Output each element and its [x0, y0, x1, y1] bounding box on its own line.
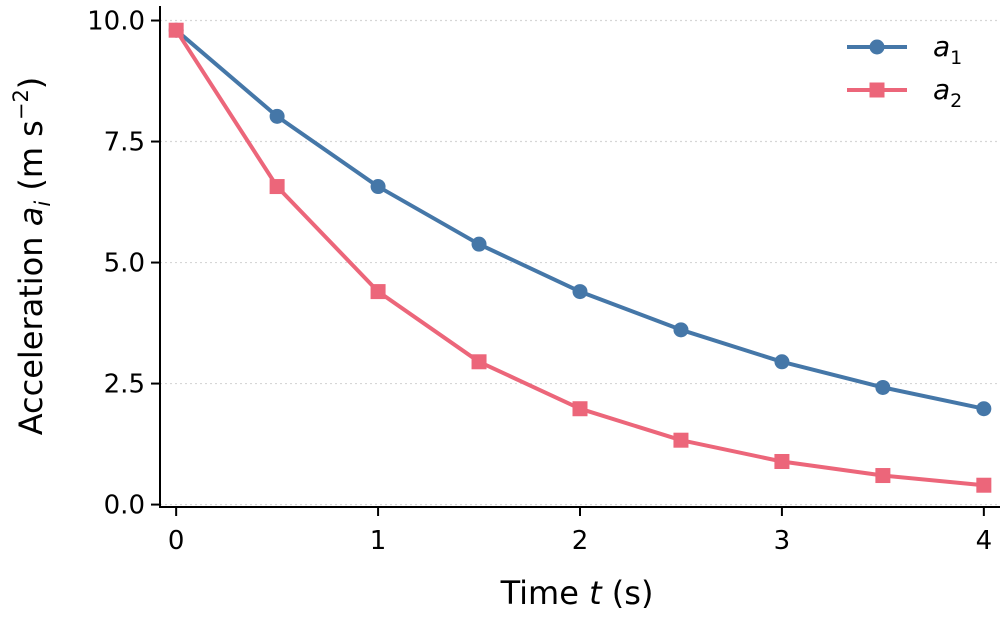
data-point	[572, 284, 588, 300]
data-point	[976, 401, 992, 417]
data-point	[976, 477, 992, 493]
series-line	[174, 29, 984, 488]
y-tick-label: 0.0	[104, 491, 145, 521]
legend-label: a1	[933, 30, 962, 69]
data-point	[471, 236, 487, 252]
data-point	[269, 108, 285, 124]
y-axis-label: Acceleration ai (m s−2)	[9, 77, 55, 436]
legend-marker	[869, 82, 885, 98]
axes	[159, 6, 1000, 508]
x-tick-label: 2	[572, 526, 589, 556]
data-point	[370, 179, 386, 195]
data-point	[269, 179, 285, 195]
x-tick-label: 3	[774, 526, 791, 556]
data-point	[673, 322, 689, 338]
data-point	[774, 453, 790, 469]
series-a1	[168, 22, 992, 417]
data-point	[673, 432, 689, 448]
data-point	[168, 22, 184, 38]
data-point	[370, 284, 386, 300]
x-tick-label: 4	[976, 526, 993, 556]
legend-marker	[869, 39, 885, 55]
x-tick-label: 1	[370, 526, 387, 556]
data-point	[875, 379, 891, 395]
data-point	[774, 354, 790, 370]
data-point	[875, 468, 891, 484]
series-a2	[168, 22, 992, 493]
y-tick-label: 2.5	[104, 370, 145, 400]
x-tick-label: 0	[168, 526, 185, 556]
y-tick-label: 7.5	[104, 128, 145, 158]
legend-item-a2: a2	[847, 73, 962, 112]
x-axis-label: Time t (s)	[500, 574, 654, 612]
y-tick-label: 5.0	[104, 249, 145, 279]
series-line	[174, 28, 985, 411]
legend-item-a1: a1	[847, 30, 962, 69]
series-group	[168, 22, 992, 493]
y-ticks: 0.0 2.5 5.0 7.5 10.0	[87, 7, 160, 521]
data-point	[471, 354, 487, 370]
legend-label: a2	[933, 73, 962, 112]
y-tick-label: 10.0	[87, 7, 145, 37]
x-ticks: 0 1 2 3 4	[168, 507, 992, 556]
data-point	[572, 401, 588, 417]
